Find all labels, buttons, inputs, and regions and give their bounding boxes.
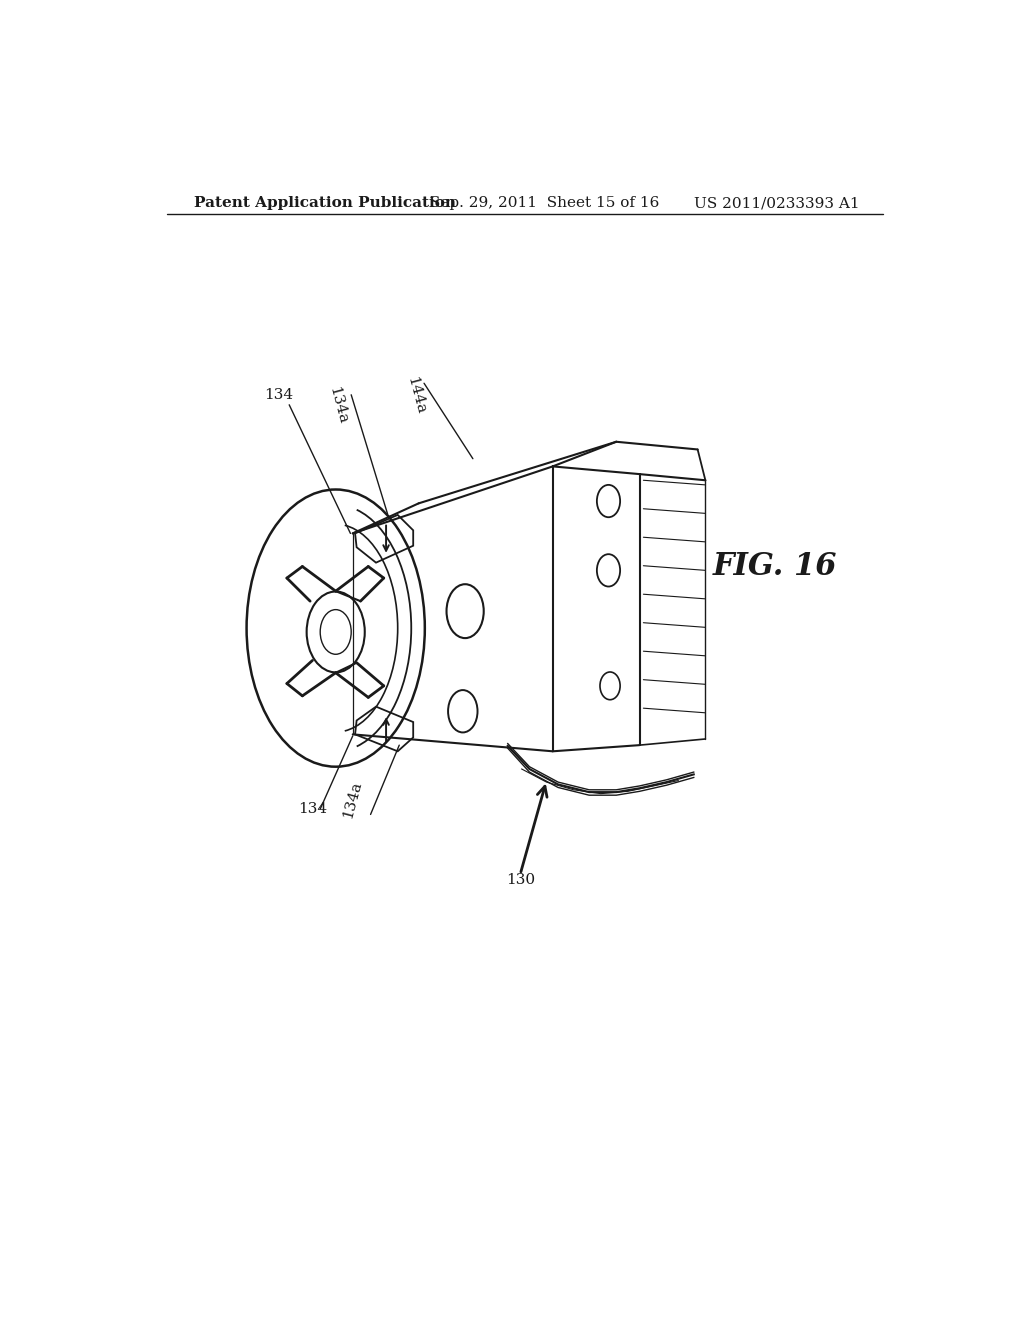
Text: 130: 130 xyxy=(506,873,536,887)
Text: 134a: 134a xyxy=(327,385,350,425)
Text: 144a: 144a xyxy=(404,375,428,416)
Text: Patent Application Publication: Patent Application Publication xyxy=(194,197,456,210)
Text: US 2011/0233393 A1: US 2011/0233393 A1 xyxy=(693,197,859,210)
Text: 134: 134 xyxy=(263,388,293,401)
Text: 134: 134 xyxy=(299,801,328,816)
Text: FIG. 16: FIG. 16 xyxy=(713,550,838,582)
Text: Sep. 29, 2011  Sheet 15 of 16: Sep. 29, 2011 Sheet 15 of 16 xyxy=(430,197,659,210)
Text: 134a: 134a xyxy=(341,779,364,820)
